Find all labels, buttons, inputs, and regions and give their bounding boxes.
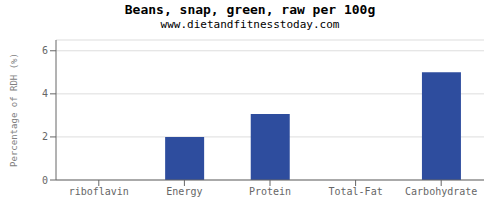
html-text:www.dietandfitnesstoday.com: www.dietandfitnesstoday.com bbox=[160, 18, 340, 31]
svg-text:riboflavin: riboflavin bbox=[69, 186, 129, 197]
svg-text:Total-Fat: Total-Fat bbox=[329, 186, 383, 197]
svg-text:Energy: Energy bbox=[166, 186, 202, 197]
svg-text:Percentage of RDH (%): Percentage of RDH (%) bbox=[9, 53, 19, 167]
html-text:Beans, snap, green, raw per 10: Beans, snap, green, raw per 100g bbox=[124, 2, 376, 17]
svg-text:4: 4 bbox=[42, 88, 48, 99]
svg-text:6: 6 bbox=[42, 45, 48, 56]
svg-text:2: 2 bbox=[42, 131, 48, 142]
svg-text:Protein: Protein bbox=[249, 186, 291, 197]
svg-text:0: 0 bbox=[42, 175, 48, 186]
svg-text:Carbohydrate: Carbohydrate bbox=[405, 186, 477, 197]
